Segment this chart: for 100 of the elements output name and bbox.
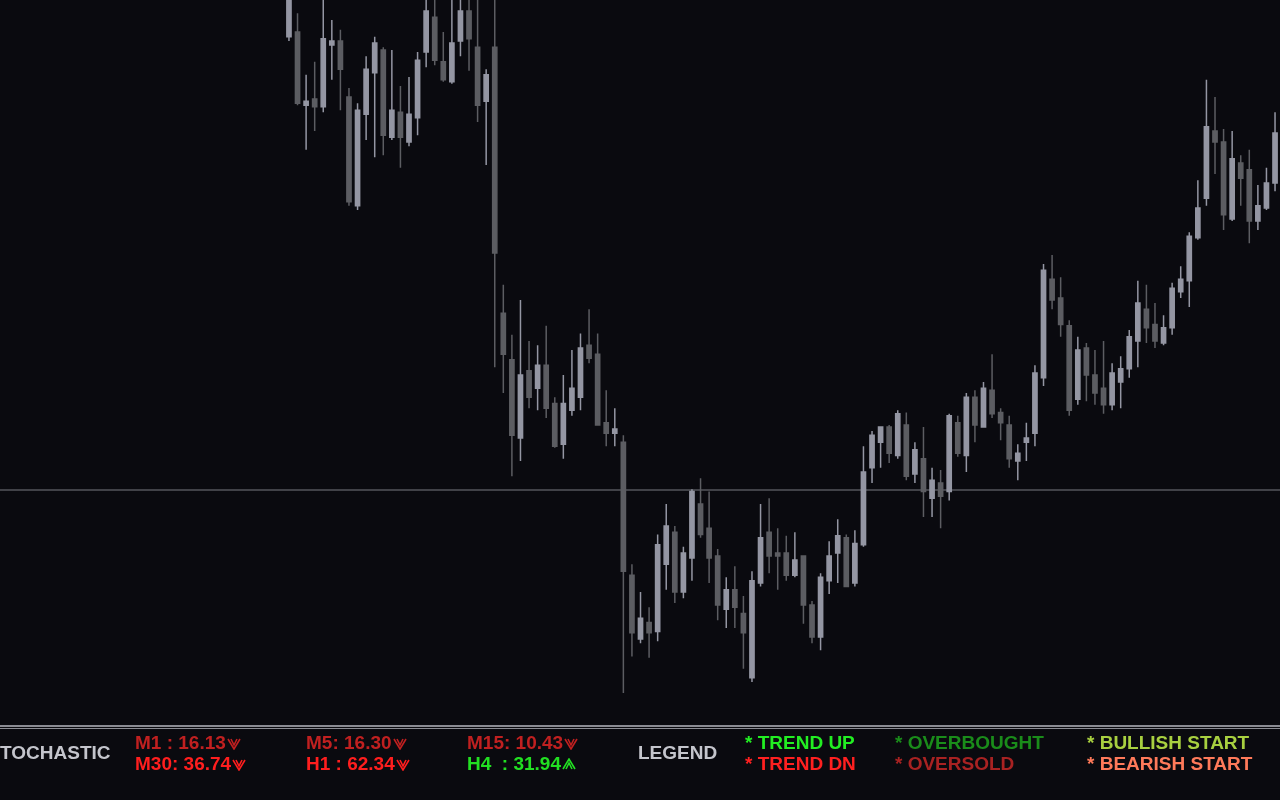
candlestick bbox=[1014, 443, 1021, 482]
candlestick bbox=[1177, 265, 1184, 299]
candlestick bbox=[1246, 148, 1253, 245]
candlestick bbox=[774, 527, 781, 591]
candlestick bbox=[449, 0, 455, 85]
candlestick bbox=[1023, 422, 1030, 462]
text: M5: 16.30 bbox=[306, 732, 392, 753]
candlestick bbox=[474, 0, 481, 123]
candlestick bbox=[569, 349, 575, 417]
candlestick bbox=[337, 29, 344, 111]
candlestick bbox=[809, 600, 815, 644]
candlestick bbox=[500, 284, 507, 394]
candlestick bbox=[714, 548, 721, 622]
candlestick bbox=[1126, 329, 1133, 379]
candlestick bbox=[1100, 340, 1107, 415]
candlestick bbox=[1237, 154, 1244, 207]
candlestick bbox=[723, 576, 730, 629]
text: TOCHASTIC bbox=[0, 742, 111, 763]
candlestick bbox=[517, 299, 524, 462]
candlestick bbox=[989, 353, 995, 419]
candlestick bbox=[389, 49, 395, 141]
candlestick bbox=[954, 415, 961, 458]
candlestick bbox=[320, 0, 327, 114]
candlestick bbox=[800, 555, 807, 625]
candlestick bbox=[663, 503, 670, 591]
candlestick bbox=[646, 606, 652, 659]
candlestick bbox=[483, 68, 490, 166]
candlestick bbox=[1212, 96, 1218, 175]
candlestick bbox=[363, 55, 369, 141]
candlestick bbox=[946, 413, 953, 502]
candlestick bbox=[629, 563, 635, 658]
candlestick bbox=[1220, 128, 1227, 231]
candlestick bbox=[311, 60, 318, 132]
candlestick bbox=[1066, 319, 1073, 417]
candlestick bbox=[611, 407, 618, 448]
candlestick bbox=[843, 533, 850, 588]
candlestick bbox=[783, 535, 790, 582]
candlestick bbox=[912, 441, 918, 484]
candlestick bbox=[1169, 282, 1175, 336]
candlestick bbox=[654, 533, 661, 642]
candlestick bbox=[1186, 231, 1193, 308]
candlestick bbox=[440, 31, 447, 83]
candlestick bbox=[1143, 284, 1150, 344]
candlestick bbox=[834, 518, 841, 584]
candlestick bbox=[1160, 314, 1167, 346]
candlestick bbox=[877, 426, 884, 469]
text: M1 : 16.13 bbox=[135, 732, 226, 753]
candlestick bbox=[534, 344, 541, 412]
candlestick bbox=[740, 595, 747, 670]
candlestick bbox=[886, 424, 893, 464]
candlestick bbox=[860, 445, 867, 548]
candlestick bbox=[1032, 364, 1038, 448]
candlestick bbox=[560, 374, 567, 460]
candlestick bbox=[1203, 78, 1210, 207]
candlestick bbox=[423, 0, 429, 68]
candlestick bbox=[671, 525, 678, 604]
candlestick bbox=[637, 591, 644, 644]
candlestick bbox=[1134, 279, 1141, 369]
candlestick bbox=[852, 529, 858, 588]
candlestick bbox=[1117, 355, 1124, 409]
text: * TREND UP bbox=[745, 732, 855, 753]
candlestick bbox=[1049, 254, 1055, 310]
candlestick bbox=[894, 409, 901, 460]
candlestick bbox=[509, 334, 515, 477]
candlestick bbox=[963, 392, 970, 473]
candlestick bbox=[431, 0, 438, 66]
candlestick bbox=[826, 540, 832, 595]
candlestick bbox=[997, 407, 1004, 441]
candlestick bbox=[346, 87, 352, 207]
candlestick bbox=[1057, 276, 1064, 338]
candlestick bbox=[731, 565, 738, 629]
candlestick bbox=[792, 531, 798, 579]
candlestick bbox=[603, 389, 610, 448]
text: * OVERSOLD bbox=[895, 753, 1015, 774]
candlestick bbox=[286, 0, 292, 42]
candlestick bbox=[1083, 342, 1090, 403]
candlestick bbox=[526, 340, 532, 409]
candlestick bbox=[757, 503, 764, 588]
candlestick bbox=[1195, 179, 1201, 241]
candlestick bbox=[972, 389, 978, 443]
candlestick bbox=[1092, 349, 1098, 406]
candlestick bbox=[551, 396, 558, 449]
candlestick bbox=[929, 467, 935, 518]
candlestick bbox=[1229, 130, 1236, 222]
candlestick bbox=[1109, 362, 1115, 412]
candlestick bbox=[457, 0, 464, 57]
candlestick bbox=[491, 0, 498, 369]
text: LEGEND bbox=[638, 742, 718, 763]
candlestick bbox=[680, 546, 687, 599]
candlestick bbox=[1074, 336, 1081, 406]
candlestick bbox=[397, 85, 404, 169]
candlestick bbox=[303, 74, 309, 151]
candlestick bbox=[1006, 415, 1013, 469]
candlestick bbox=[766, 497, 772, 574]
candlestick bbox=[594, 332, 601, 426]
candlestick bbox=[380, 46, 387, 157]
text: H1 : 62.34 bbox=[306, 753, 395, 774]
candlestick bbox=[543, 325, 550, 419]
text: * BULLISH START bbox=[1087, 732, 1250, 753]
candlestick bbox=[903, 411, 910, 482]
